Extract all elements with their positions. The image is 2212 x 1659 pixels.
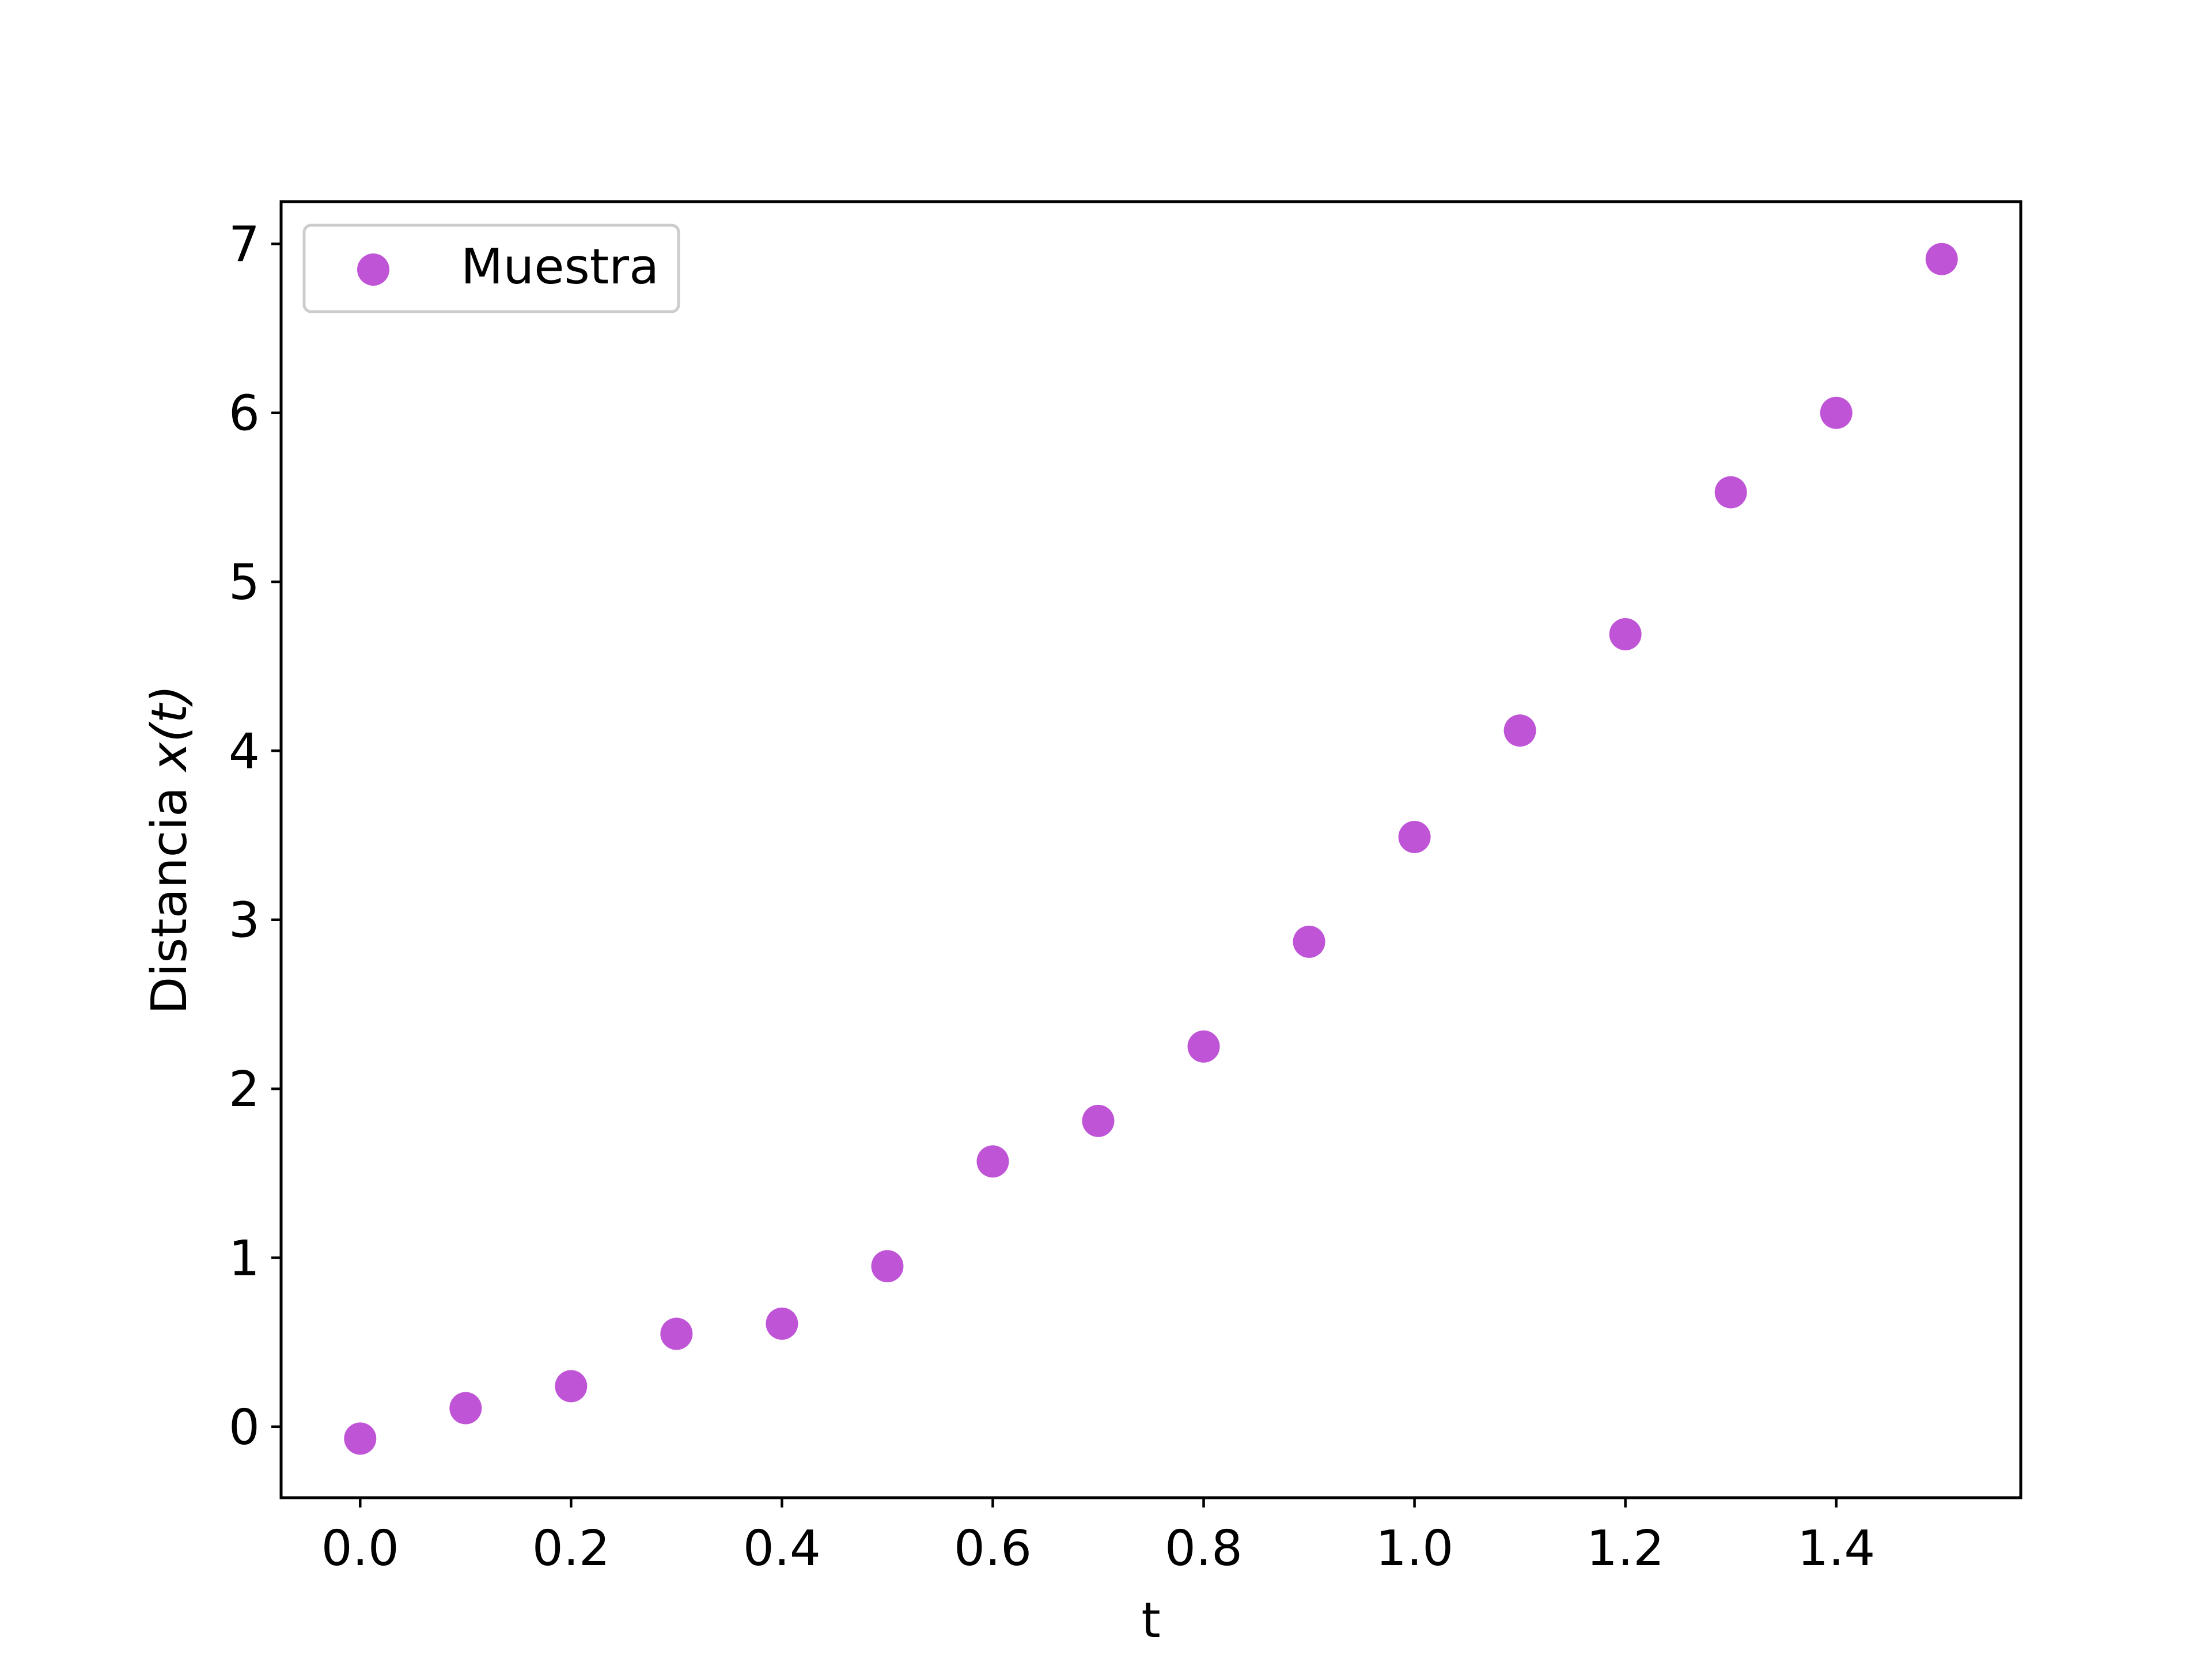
data-point bbox=[660, 1317, 693, 1350]
data-point bbox=[1398, 820, 1431, 853]
data-point bbox=[1503, 714, 1536, 747]
y-tick-label: 0 bbox=[229, 1399, 260, 1456]
y-axis-label-math: x(t) bbox=[141, 685, 198, 773]
y-tick-label: 4 bbox=[229, 723, 260, 780]
data-point bbox=[449, 1392, 482, 1425]
y-tick-label: 1 bbox=[229, 1230, 260, 1287]
y-tick-label: 5 bbox=[229, 554, 260, 611]
legend-box bbox=[302, 224, 680, 313]
x-tick-label: 0.2 bbox=[532, 1520, 610, 1577]
x-tick-label: 1.2 bbox=[1586, 1520, 1664, 1577]
x-tick-label: 0.6 bbox=[954, 1520, 1032, 1577]
y-tick-label: 2 bbox=[229, 1061, 260, 1118]
y-axis-label: Distancia x(t) bbox=[141, 685, 198, 1014]
x-tick-label: 0.0 bbox=[321, 1520, 399, 1577]
y-tick-label: 3 bbox=[229, 892, 260, 949]
y-axis-label-text: Distancia bbox=[141, 771, 198, 1014]
y-axis: 0 1 2 3 4 5 6 7 bbox=[229, 216, 281, 1456]
data-point bbox=[1609, 618, 1642, 650]
data-point bbox=[1925, 243, 1958, 275]
y-tick-label: 7 bbox=[229, 216, 260, 273]
data-point bbox=[1714, 476, 1747, 509]
plot-area-background bbox=[281, 202, 2021, 1498]
data-point bbox=[1187, 1030, 1220, 1063]
legend-label: Muestra bbox=[461, 238, 659, 296]
legend: Muestra bbox=[302, 224, 680, 313]
data-point bbox=[976, 1145, 1009, 1178]
data-point bbox=[871, 1250, 904, 1283]
data-point bbox=[555, 1370, 588, 1403]
x-axis: 0.0 0.2 0.4 0.6 0.8 1.0 1.2 1.4 bbox=[321, 1498, 1875, 1577]
y-tick-label: 6 bbox=[229, 385, 260, 442]
scatter-series-muestra bbox=[344, 243, 1958, 1455]
x-tick-label: 1.0 bbox=[1376, 1520, 1453, 1577]
legend-marker bbox=[357, 253, 389, 286]
x-axis-label: t bbox=[1141, 1592, 1160, 1649]
data-point bbox=[1293, 925, 1325, 958]
data-point bbox=[766, 1307, 798, 1340]
data-point bbox=[344, 1422, 377, 1455]
x-tick-label: 1.4 bbox=[1797, 1520, 1875, 1577]
x-tick-label: 0.8 bbox=[1165, 1520, 1243, 1577]
plot-area-frame bbox=[279, 200, 2022, 1499]
data-point bbox=[1820, 396, 1853, 429]
x-tick-label: 0.4 bbox=[743, 1520, 821, 1577]
data-point bbox=[1082, 1104, 1115, 1137]
